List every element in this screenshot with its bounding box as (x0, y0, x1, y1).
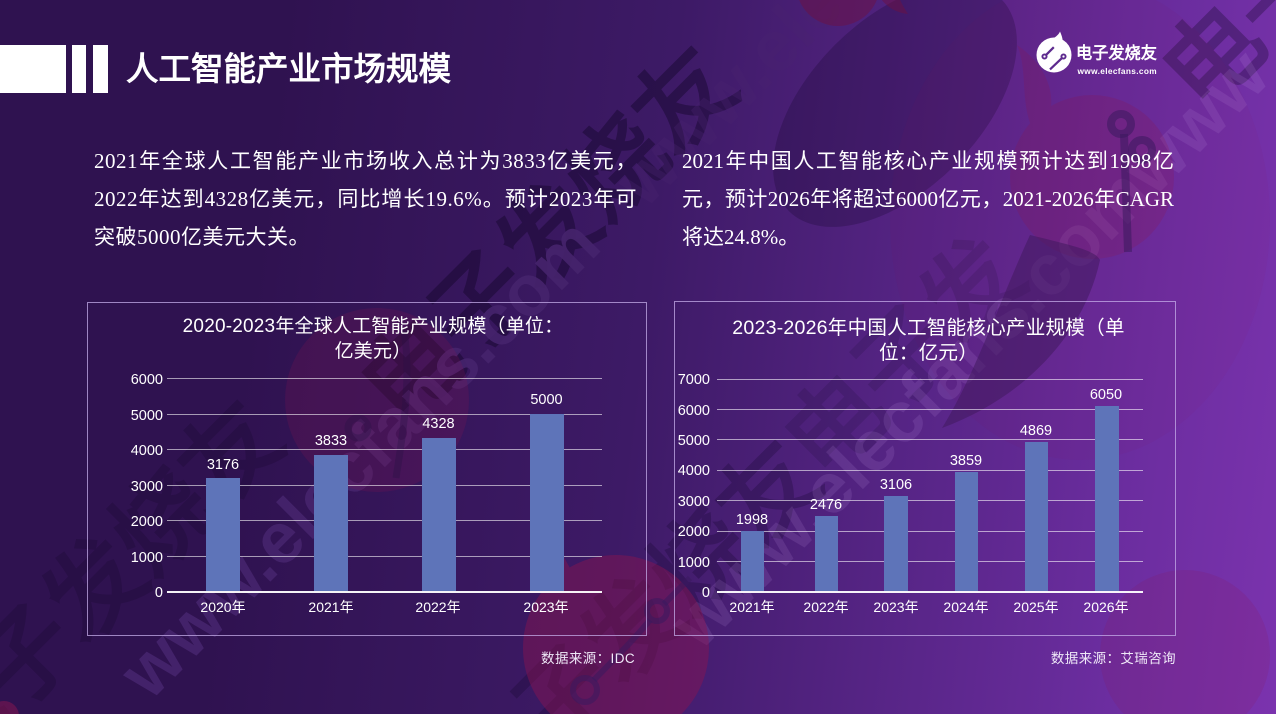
svg-text:电子发烧友: 电子发烧友 (1076, 44, 1158, 63)
svg-text:www.elecfans.com: www.elecfans.com (1077, 66, 1158, 76)
